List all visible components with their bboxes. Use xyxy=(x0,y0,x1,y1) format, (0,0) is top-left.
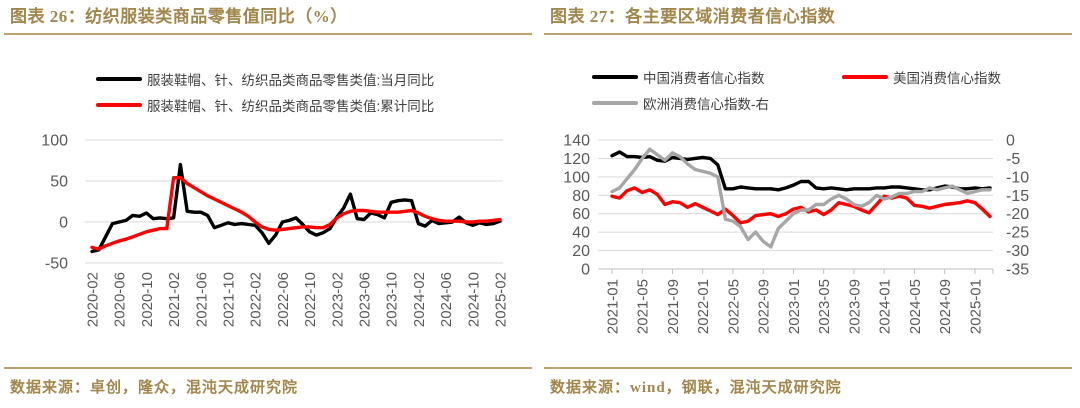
legend-label-us-cci: 美国消费信心指数 xyxy=(893,71,1001,86)
y-axis-tick-label: 100 xyxy=(41,133,68,150)
x-axis-tick-label: 2021-09 xyxy=(665,279,682,334)
figure-26-title: 图表 26：纺织服装类商品零售值同比（%） xyxy=(4,4,532,35)
figure-27-title: 图表 27：各主要区域消费者信心指数 xyxy=(544,4,1072,35)
y-axis-tick-label: 60 xyxy=(572,206,590,223)
y-axis-tick-label: 40 xyxy=(572,225,590,242)
secondary-y-axis-tick-label: -5 xyxy=(1006,151,1020,168)
secondary-y-axis-tick-label: -35 xyxy=(1006,262,1029,279)
y-axis-tick-label: 50 xyxy=(50,174,68,191)
x-axis-tick-label: 2024-09 xyxy=(937,279,954,334)
figure-26-panel: 图表 26：纺织服装类商品零售值同比（%） 服装鞋帽、针、纺织品类商品零售类值:… xyxy=(4,4,532,397)
x-axis-tick-label: 2021-05 xyxy=(635,279,652,334)
y-axis-tick-label: 120 xyxy=(563,151,590,168)
legend-swatch-china-line xyxy=(592,75,638,79)
secondary-y-axis-tick-label: 0 xyxy=(1006,133,1015,150)
y-axis-tick-label: 0 xyxy=(581,262,590,279)
x-axis-tick-label: 2023-02 xyxy=(329,272,346,327)
y-axis-tick-label: 140 xyxy=(563,133,590,150)
legend-label-china-cci: 中国消费者信心指数 xyxy=(643,71,765,86)
legend-swatch-europe-line xyxy=(592,101,638,105)
secondary-y-axis-tick-label: -20 xyxy=(1006,206,1029,223)
x-axis-tick-label: 2021-10 xyxy=(221,272,238,327)
x-axis-tick-label: 2023-10 xyxy=(384,272,401,327)
secondary-y-axis-tick-label: -25 xyxy=(1006,225,1029,242)
y-axis-tick-label: 80 xyxy=(572,188,590,205)
x-axis-tick-label: 2025-01 xyxy=(967,279,984,334)
x-axis-tick-label: 2025-02 xyxy=(493,272,510,327)
textile-apparel-retail-yoy-chart: 100 50 0 -50 2020-02 2020-06 2020-10 2021-02 202… xyxy=(41,133,510,328)
series-line-2 xyxy=(610,147,992,249)
legend-item-china-cci: 中国消费者信心指数 xyxy=(592,68,765,86)
x-axis-tick-label: 2024-10 xyxy=(465,272,482,327)
legend-label-monthly-yoy: 服装鞋帽、针、纺织品类商品零售类值:当月同比 xyxy=(147,73,435,88)
x-axis-tick-label: 2023-09 xyxy=(846,279,863,334)
legend-item-cumulative-yoy: 服装鞋帽、针、纺织品类商品零售类值:累计同比 xyxy=(96,96,434,114)
x-axis-tick-label: 2022-09 xyxy=(756,279,773,334)
legend-item-europe-cci: 欧洲消费信心指数-右 xyxy=(592,94,769,112)
legend-item-monthly-yoy: 服装鞋帽、针、纺织品类商品零售类值:当月同比 xyxy=(96,70,434,88)
secondary-y-axis-tick-label: -10 xyxy=(1006,169,1029,186)
series-line-1 xyxy=(90,175,502,251)
consumer-confidence-index-chart: 1401201008060402000-5-10-15-20-25-30-352… xyxy=(563,133,1029,335)
legend-label-europe-cci: 欧洲消费信心指数-右 xyxy=(643,97,769,112)
x-axis-tick-label: 2020-06 xyxy=(112,272,129,327)
y-axis-tick-label: -50 xyxy=(45,256,68,273)
legend-swatch-us-line xyxy=(842,75,888,79)
x-axis-tick-label: 2023-01 xyxy=(786,279,803,334)
y-axis-tick-label: 0 xyxy=(59,215,68,232)
x-axis-tick-label: 2024-01 xyxy=(877,279,894,334)
figure-26-source: 数据来源：卓创，隆众，混沌天成研究院 xyxy=(4,367,532,397)
series-line-1 xyxy=(610,186,992,225)
x-axis-tick-label: 2021-01 xyxy=(605,279,622,334)
x-axis-tick-label: 2022-05 xyxy=(725,279,742,334)
figure-27-source: 数据来源：wind，钢联，混沌天成研究院 xyxy=(544,367,1072,397)
x-axis-tick-label: 2023-05 xyxy=(816,279,833,334)
legend-swatch-red-line xyxy=(96,103,142,107)
y-axis-tick-label: 100 xyxy=(563,169,590,186)
y-axis-tick-label: 20 xyxy=(572,243,590,260)
x-axis-tick-label: 2020-02 xyxy=(85,272,102,327)
secondary-y-axis-tick-label: -15 xyxy=(1006,188,1029,205)
x-axis-tick-label: 2022-02 xyxy=(248,272,265,327)
figure-27-panel: 图表 27：各主要区域消费者信心指数 中国消费者信心指数 美国消费信心指数 欧洲… xyxy=(540,0,1080,408)
legend-label-cumulative-yoy: 服装鞋帽、针、纺织品类商品零售类值:累计同比 xyxy=(147,99,435,114)
x-axis-tick-label: 2022-06 xyxy=(275,272,292,327)
x-axis-tick-label: 2024-06 xyxy=(438,272,455,327)
x-axis-tick-label: 2021-02 xyxy=(166,272,183,327)
series-line-0 xyxy=(90,162,502,254)
secondary-y-axis-tick-label: -30 xyxy=(1006,243,1029,260)
legend-item-us-cci: 美国消费信心指数 xyxy=(842,68,1001,86)
x-axis-tick-label: 2021-06 xyxy=(193,272,210,327)
x-axis-tick-label: 2024-05 xyxy=(907,279,924,334)
x-axis-tick-label: 2022-01 xyxy=(695,279,712,334)
x-axis-tick-label: 2020-10 xyxy=(139,272,156,327)
x-axis-tick-label: 2023-06 xyxy=(357,272,374,327)
legend-swatch-black-line xyxy=(96,77,142,81)
x-axis-tick-label: 2022-10 xyxy=(302,272,319,327)
x-axis-tick-label: 2024-02 xyxy=(411,272,428,327)
